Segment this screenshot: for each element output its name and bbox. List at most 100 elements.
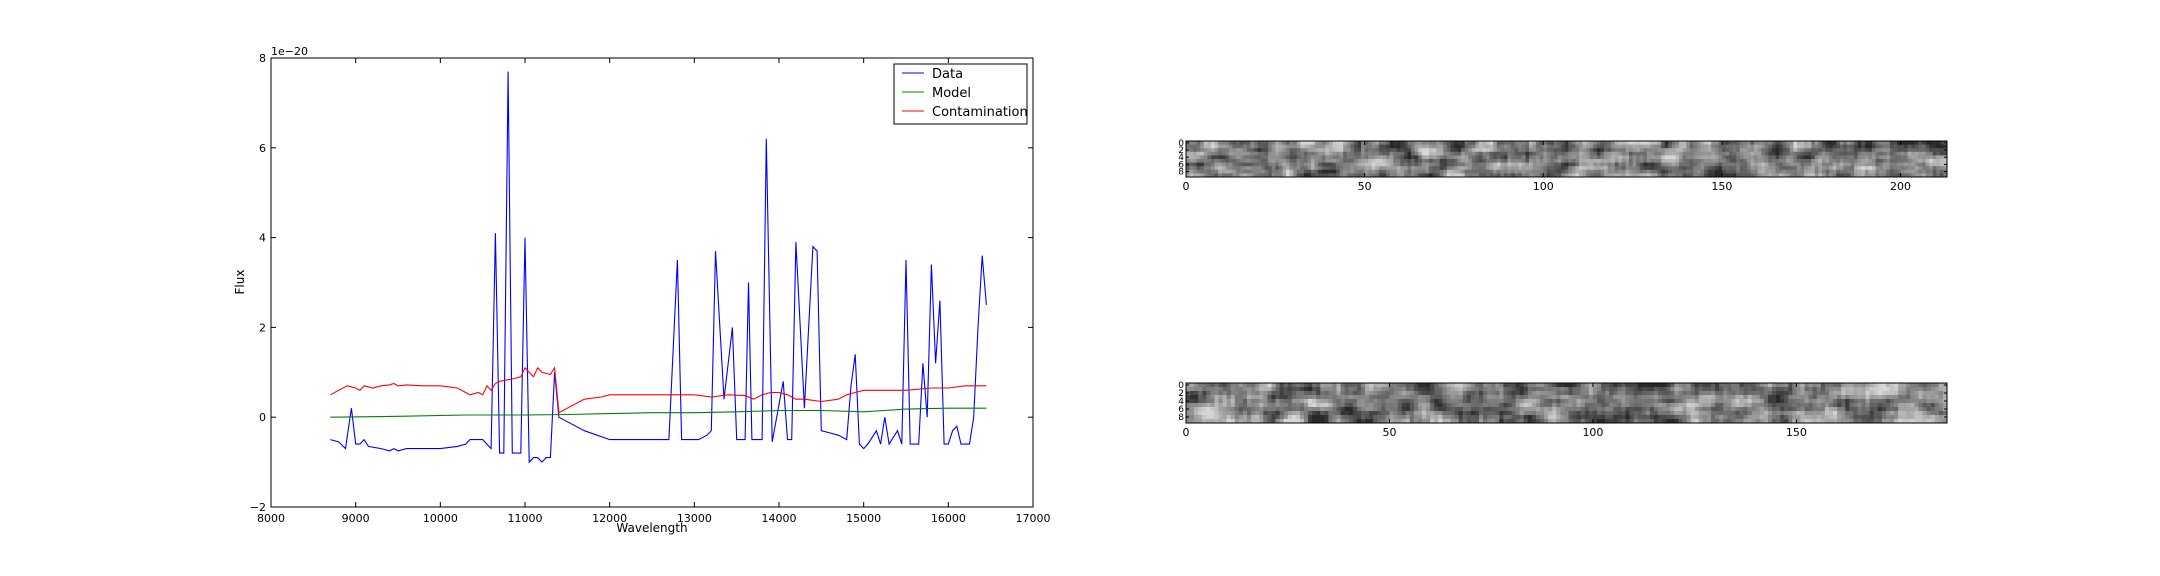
- image-top-pixel: [1243, 141, 1248, 145]
- image-top-pixel: [1700, 173, 1705, 178]
- image-bottom-pixel: [1308, 411, 1313, 416]
- image-bottom-pixel: [1849, 387, 1854, 392]
- image-bottom-pixel: [1686, 411, 1692, 416]
- image-top-pixel: [1814, 148, 1819, 153]
- image-bottom-pixel: [1206, 391, 1211, 396]
- x-axis-label: Wavelength: [616, 521, 687, 535]
- image-top-pixel: [1711, 159, 1716, 163]
- image-bottom-pixel: [1548, 411, 1553, 416]
- image-top-x-tick-label: 200: [1890, 180, 1911, 193]
- image-bottom-pixel: [1808, 395, 1814, 400]
- image-bottom-pixel: [1190, 411, 1195, 416]
- image-bottom-pixel: [1210, 419, 1215, 424]
- image-top-pixel: [1882, 169, 1887, 174]
- image-top-pixel: [1821, 162, 1826, 167]
- image-top-pixel: [1707, 162, 1712, 167]
- image-bottom-pixel: [1926, 411, 1932, 416]
- image-top-pixel: [1746, 159, 1751, 163]
- image-top-pixel: [1561, 141, 1566, 145]
- image-top-pixel: [1264, 148, 1269, 153]
- image-bottom-pixel: [1507, 419, 1512, 424]
- image-bottom-pixel: [1873, 407, 1879, 412]
- image-top-pixel: [1679, 144, 1684, 149]
- image-top-pixel: [1539, 162, 1544, 167]
- image-bottom-pixel: [1202, 407, 1207, 412]
- image-top-pixel: [1546, 159, 1551, 163]
- image-top-pixel: [1257, 173, 1262, 178]
- image-top-pixel: [1536, 173, 1541, 178]
- image-bottom-pixel: [1625, 383, 1630, 388]
- image-bottom-pixel: [1540, 391, 1545, 396]
- image-top-pixel: [1764, 141, 1769, 145]
- image-bottom-pixel: [1527, 411, 1533, 416]
- image-bottom-pixel: [1833, 415, 1838, 420]
- image-bottom-pixel: [1202, 391, 1207, 396]
- image-top-pixel: [1914, 155, 1919, 160]
- image-top-pixel: [1764, 169, 1769, 174]
- image-bottom-pixel: [1373, 419, 1378, 424]
- image-top-pixel: [1436, 155, 1441, 160]
- image-top-pixel: [1364, 151, 1369, 156]
- image-top-pixel: [1343, 141, 1348, 145]
- image-top-pixel: [1618, 144, 1623, 149]
- image-bottom-pixel: [1458, 391, 1464, 396]
- image-bottom-pixel: [1759, 391, 1765, 396]
- image-bottom-pixel: [1609, 387, 1614, 392]
- image-top-pixel: [1911, 169, 1916, 174]
- image-top-pixel: [1925, 159, 1930, 163]
- image-top-pixel: [1443, 144, 1448, 149]
- image-bottom-pixel: [1385, 387, 1390, 392]
- image-top-pixel: [1457, 169, 1462, 174]
- image-top-pixel: [1829, 141, 1834, 145]
- image-top-pixel: [1371, 166, 1376, 171]
- image-top-pixel: [1771, 155, 1776, 160]
- image-bottom-pixel: [1356, 415, 1362, 420]
- image-top-pixel: [1932, 144, 1937, 149]
- image-top-pixel: [1489, 144, 1494, 149]
- image-top-pixel: [1700, 148, 1705, 153]
- image-bottom-pixel: [1800, 395, 1805, 400]
- image-top-pixel: [1525, 159, 1530, 163]
- image-top-pixel: [1382, 155, 1387, 160]
- image-bottom-pixel: [1230, 387, 1236, 392]
- image-bottom-pixel: [1458, 387, 1464, 392]
- image-top-pixel: [1432, 159, 1437, 163]
- image-top-pixel: [1336, 144, 1341, 149]
- image-top-pixel: [1228, 148, 1233, 153]
- image-bottom-pixel: [1568, 383, 1573, 388]
- image-top-pixel: [1889, 166, 1894, 171]
- image-top-pixel: [1528, 144, 1533, 149]
- image-bottom-pixel: [1918, 411, 1923, 416]
- image-top-pixel: [1311, 173, 1316, 178]
- image-top-pixel: [1761, 148, 1766, 153]
- image-bottom-pixel: [1792, 383, 1797, 388]
- image-top-pixel: [1382, 162, 1387, 167]
- image-bottom-pixel: [1902, 387, 1907, 392]
- image-bottom-pixel: [1324, 387, 1329, 392]
- image-top-pixel: [1418, 162, 1423, 167]
- image-bottom-pixel: [1845, 415, 1850, 420]
- image-bottom-pixel: [1837, 415, 1842, 420]
- image-bottom-pixel: [1723, 419, 1728, 424]
- image-bottom-pixel: [1238, 411, 1244, 416]
- image-bottom-pixel: [1751, 383, 1757, 388]
- image-bottom-pixel: [1881, 383, 1887, 388]
- image-bottom-pixel: [1727, 407, 1732, 412]
- image-bottom-pixel: [1462, 387, 1468, 392]
- image-bottom-pixel: [1397, 391, 1403, 396]
- image-bottom-pixel: [1715, 395, 1720, 400]
- image-top-pixel: [1718, 155, 1723, 160]
- image-bottom-pixel: [1328, 383, 1333, 388]
- image-top-pixel: [1757, 148, 1762, 153]
- image-bottom-pixel: [1926, 391, 1932, 396]
- image-top-pixel: [1268, 148, 1273, 153]
- image-top-pixel: [1711, 173, 1716, 178]
- image-bottom-pixel: [1206, 395, 1211, 400]
- image-bottom-pixel: [1214, 395, 1219, 400]
- image-top-pixel: [1393, 141, 1398, 145]
- image-bottom-pixel: [1780, 419, 1785, 424]
- image-top-pixel: [1264, 169, 1269, 174]
- image-top-pixel: [1811, 173, 1816, 178]
- image-top-pixel: [1857, 166, 1862, 171]
- image-bottom-pixel: [1906, 395, 1911, 400]
